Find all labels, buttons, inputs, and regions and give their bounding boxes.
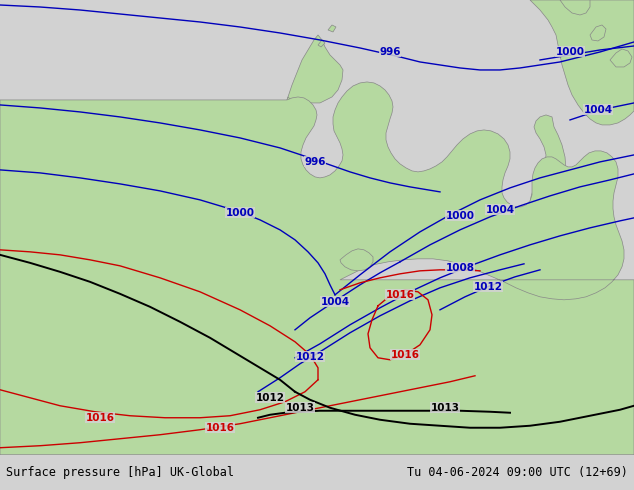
Polygon shape bbox=[287, 35, 343, 103]
Polygon shape bbox=[0, 82, 634, 455]
Polygon shape bbox=[318, 40, 325, 47]
Text: 1016: 1016 bbox=[391, 350, 420, 360]
Text: 996: 996 bbox=[304, 157, 326, 167]
Text: 1012: 1012 bbox=[256, 393, 285, 403]
Polygon shape bbox=[565, 173, 612, 251]
Text: 1016: 1016 bbox=[205, 423, 235, 433]
Polygon shape bbox=[328, 25, 336, 32]
Text: 1013: 1013 bbox=[430, 403, 460, 413]
Polygon shape bbox=[530, 115, 566, 221]
Text: Tu 04-06-2024 09:00 UTC (12+69): Tu 04-06-2024 09:00 UTC (12+69) bbox=[407, 466, 628, 479]
Polygon shape bbox=[610, 49, 632, 67]
Text: 1016: 1016 bbox=[385, 290, 415, 300]
Text: 1004: 1004 bbox=[583, 105, 612, 115]
Text: 1004: 1004 bbox=[486, 205, 515, 215]
Text: 1004: 1004 bbox=[320, 297, 349, 307]
Text: 1008: 1008 bbox=[446, 263, 474, 273]
Text: 1016: 1016 bbox=[86, 413, 115, 423]
Text: 1000: 1000 bbox=[446, 211, 474, 221]
Polygon shape bbox=[590, 25, 606, 41]
Polygon shape bbox=[260, 97, 366, 255]
Text: Surface pressure [hPa] UK-Global: Surface pressure [hPa] UK-Global bbox=[6, 466, 235, 479]
Text: 1013: 1013 bbox=[285, 403, 314, 413]
Polygon shape bbox=[562, 175, 590, 219]
Polygon shape bbox=[530, 0, 634, 125]
Text: 1012: 1012 bbox=[295, 352, 325, 362]
Polygon shape bbox=[340, 249, 373, 271]
Polygon shape bbox=[560, 0, 590, 15]
Text: 996: 996 bbox=[379, 47, 401, 57]
Text: 1000: 1000 bbox=[226, 208, 254, 218]
Text: 1000: 1000 bbox=[555, 47, 585, 57]
Text: 1012: 1012 bbox=[474, 282, 503, 292]
Polygon shape bbox=[226, 157, 276, 225]
